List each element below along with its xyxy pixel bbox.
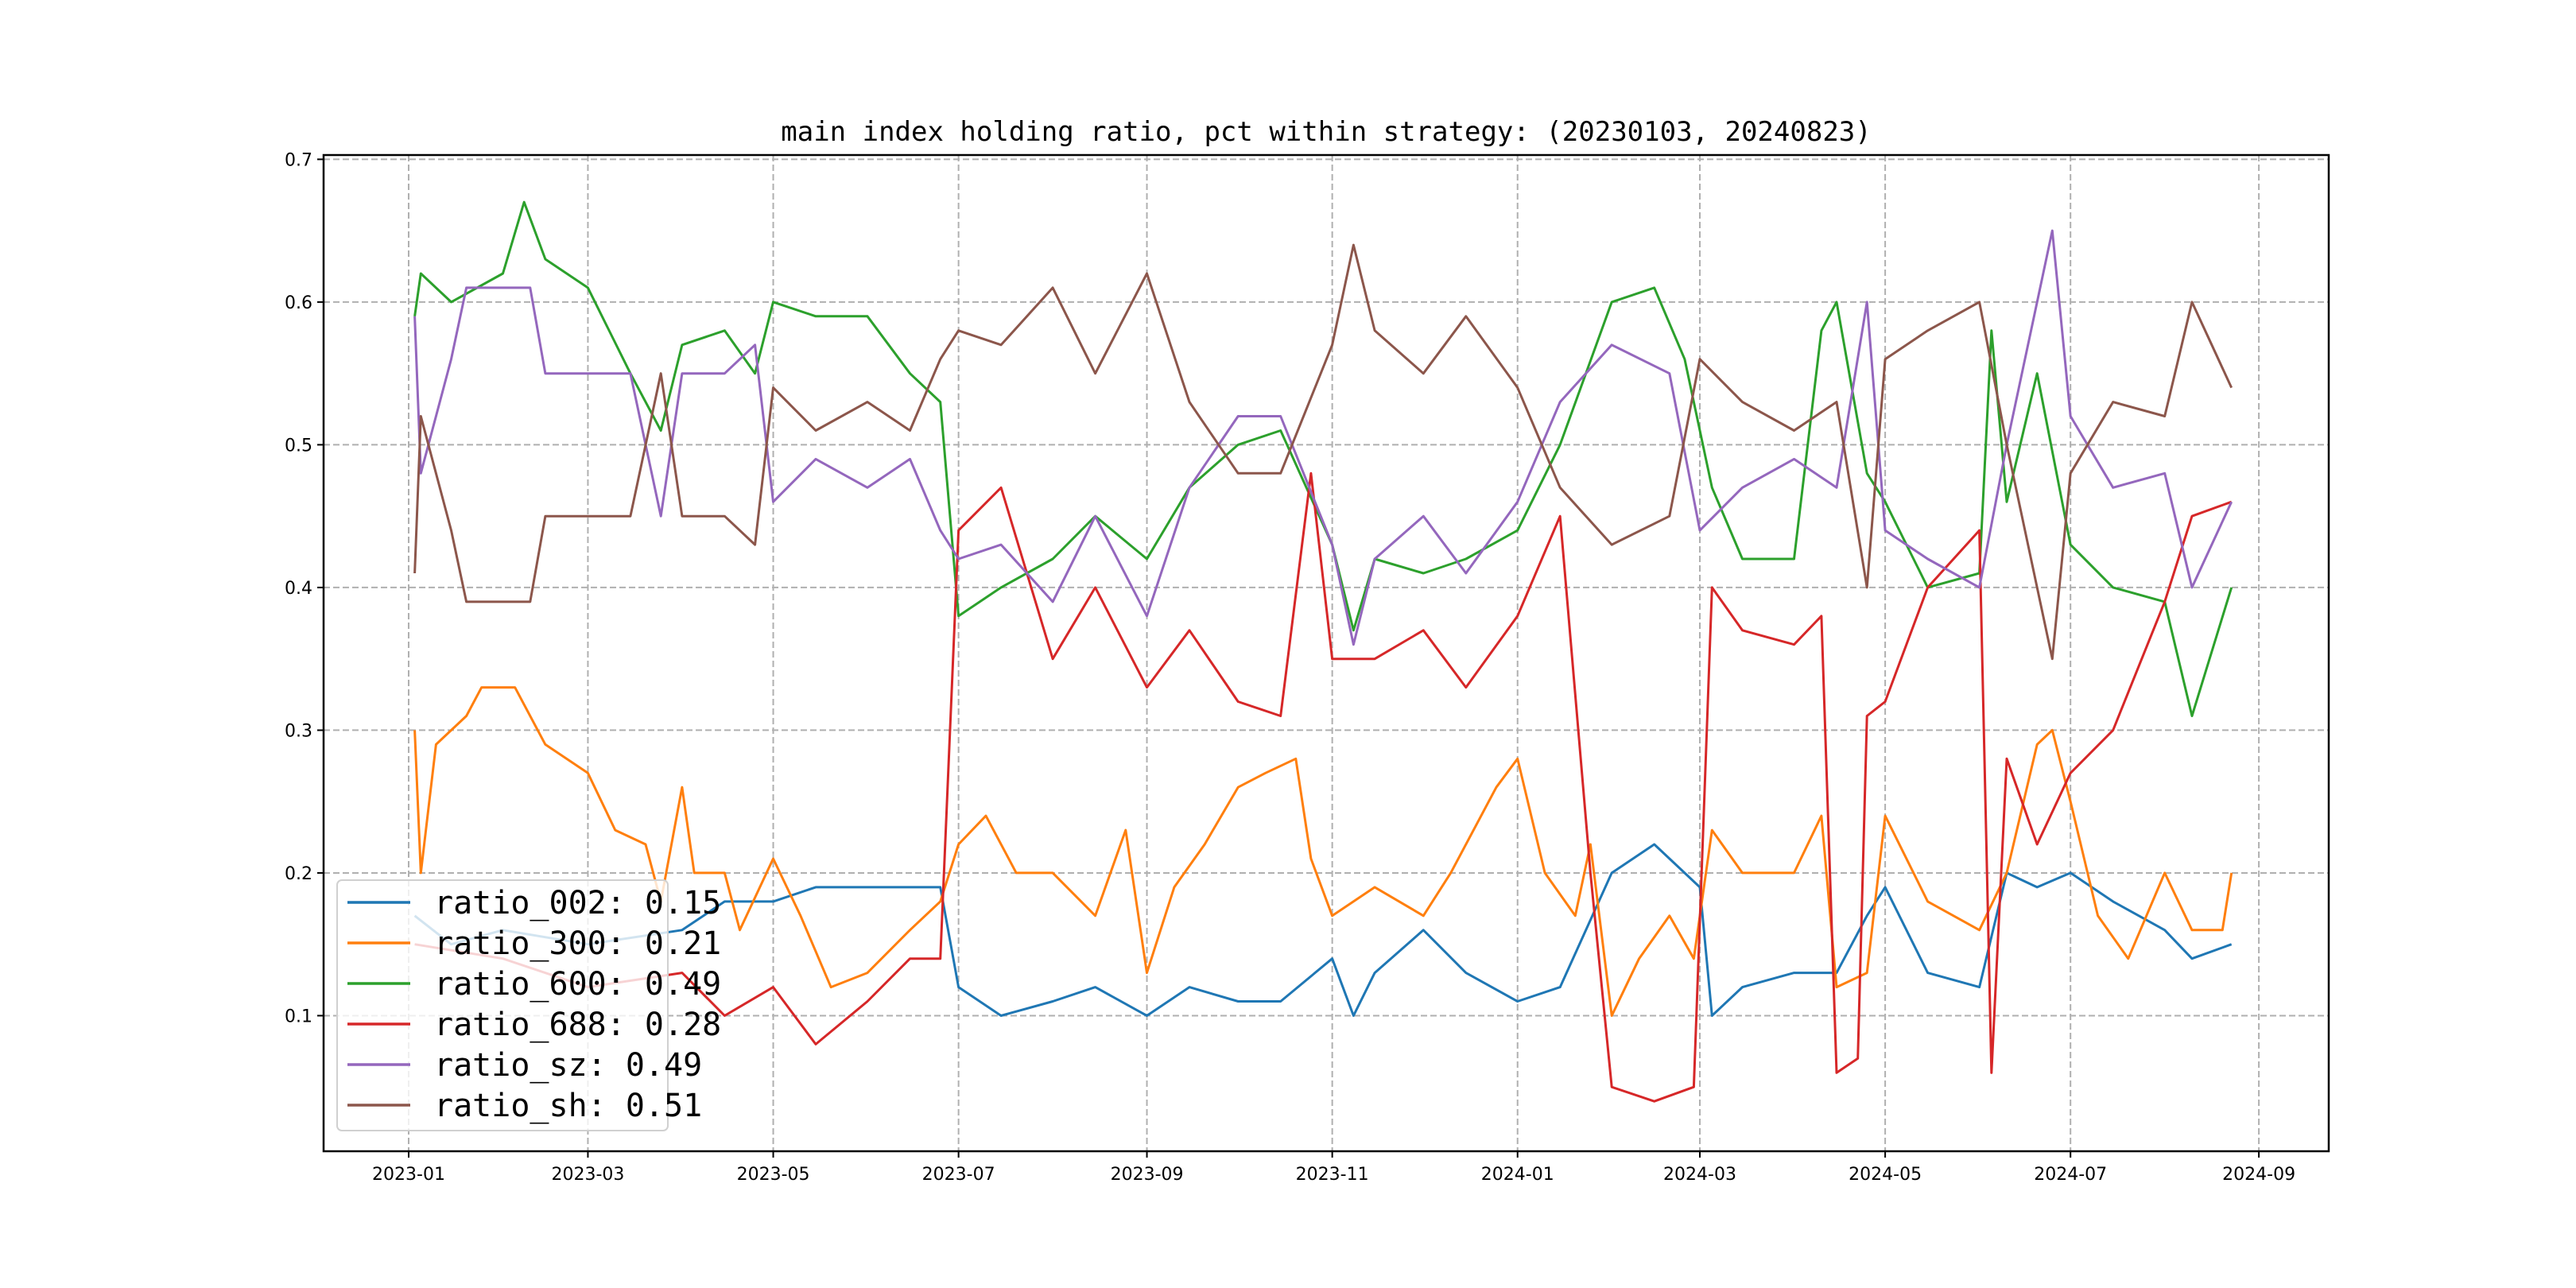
x-tick-label: 2023-11 — [1296, 1165, 1369, 1185]
legend-box — [336, 879, 669, 1131]
y-tick-label: 0.4 — [285, 579, 312, 599]
y-tick-label: 0.5 — [285, 436, 312, 456]
x-tick-label: 2023-03 — [551, 1165, 624, 1185]
x-tick-label: 2024-03 — [1663, 1165, 1736, 1185]
series-line-ratio_sh — [413, 243, 2233, 661]
axis-ticks: 0.1 0.2 0.3 0.4 0.5 0.6 0.7 2023-01 2023-03 2023-… — [285, 150, 2295, 1185]
y-tick-label: 0.3 — [285, 721, 312, 741]
x-tick-label: 2023-09 — [1111, 1165, 1184, 1185]
y-tick-label: 0.1 — [285, 1007, 312, 1026]
legend-label-ratio_sh: ratio_sh: 0.51 — [434, 1088, 702, 1124]
series-line-ratio_600 — [413, 200, 2233, 717]
x-tick-label: 2024-09 — [2222, 1165, 2295, 1185]
x-tick-label: 2023-01 — [372, 1165, 445, 1185]
y-tick-label: 0.2 — [285, 864, 312, 884]
legend-label-ratio_688: ratio_688: 0.28 — [434, 1007, 721, 1043]
x-tick-label: 2023-05 — [737, 1165, 810, 1185]
legend-label-ratio_002: ratio_002: 0.15 — [434, 885, 721, 921]
legend-label-ratio_sz: ratio_sz: 0.49 — [434, 1047, 702, 1084]
series-line-ratio_sz — [413, 229, 2233, 646]
y-tick-label: 0.6 — [285, 293, 312, 313]
series-lines — [413, 200, 2233, 1103]
series-line-ratio_300 — [413, 686, 2233, 1017]
series-line-ratio_688 — [414, 471, 2233, 1103]
x-tick-label: 2024-07 — [2034, 1165, 2107, 1185]
x-tick-label: 2024-05 — [1849, 1165, 1922, 1185]
legend: ratio_002: 0.15 ratio_300: 0.21 ratio_600:… — [336, 879, 721, 1131]
legend-label-ratio_300: ratio_300: 0.21 — [434, 925, 721, 962]
chart-title: main index holding ratio, pct within str… — [781, 116, 1871, 148]
series-line-ratio_002 — [413, 843, 2233, 1017]
y-tick-label: 0.7 — [285, 150, 312, 170]
legend-label-ratio_600: ratio_600: 0.49 — [434, 966, 721, 1003]
x-tick-label: 2024-01 — [1481, 1165, 1554, 1185]
x-tick-label: 2023-07 — [922, 1165, 995, 1185]
plot-frame — [322, 153, 2330, 1153]
